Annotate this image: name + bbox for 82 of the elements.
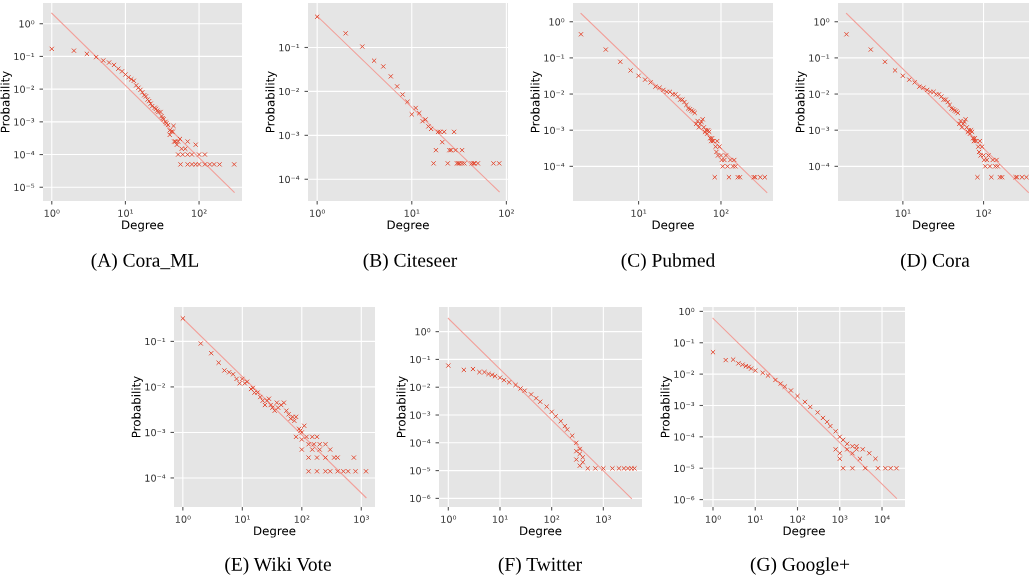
x-tick-label: 10⁰ (705, 515, 721, 523)
y-tick-label: 10⁰ (19, 20, 35, 28)
y-axis-title: Probability (795, 71, 807, 133)
y-axis-title: Probability (265, 71, 277, 133)
y-tick-label: 10⁻⁴ (544, 162, 565, 171)
x-axis-title: Degree (520, 526, 562, 538)
x-tick-label: 10¹ (492, 515, 508, 523)
text: (B) Citeseer (363, 253, 458, 271)
x-axis-title: Degree (122, 220, 164, 232)
y-axis-title: Probability (530, 71, 542, 133)
y-tick-label: 10⁻⁴ (809, 162, 830, 171)
y-tick-label: 10⁻⁵ (674, 464, 695, 473)
x-tick-label: 10³ (832, 515, 848, 523)
y-tick-label: 10⁻¹ (410, 355, 431, 364)
y-tick-label: 10⁻⁵ (410, 467, 431, 475)
x-axis-title: Degree (387, 220, 429, 232)
y-tick-label: 10⁻¹ (674, 339, 695, 347)
x-tick-label: 10⁰ (175, 515, 191, 523)
x-tick-label: 10⁰ (441, 515, 457, 523)
x-tick-label: 10² (294, 515, 310, 523)
text: (D) Cora (901, 253, 970, 271)
text: (A) Cora_ML (91, 253, 199, 271)
x-axis-title: Degree (652, 220, 694, 232)
x-tick-label: 10² (499, 209, 514, 217)
y-tick-label: 10⁰ (549, 18, 565, 26)
x-tick-label: 10¹ (895, 209, 911, 217)
y-tick-label: 10⁻² (809, 90, 830, 98)
text: (G) Google+ (750, 557, 850, 575)
y-tick-label: 10⁻³ (279, 131, 300, 140)
y-axis-title: Probability (131, 376, 143, 438)
x-tick-label: 10¹ (631, 209, 647, 217)
x-tick-label: 10⁴ (874, 515, 890, 523)
text: (F) Twitter (498, 557, 582, 575)
y-tick-label: 10⁻⁴ (145, 474, 166, 482)
y-tick-label: 10⁻² (14, 85, 35, 93)
y-tick-label: 10⁻⁶ (410, 494, 431, 503)
y-tick-label: 10⁻² (674, 370, 695, 378)
text: (E) Wiki Vote (225, 557, 331, 575)
y-tick-label: 10⁻¹ (145, 337, 166, 346)
y-tick-label: 10⁻⁴ (410, 439, 431, 447)
x-tick-label: 10² (976, 209, 992, 217)
y-tick-label: 10⁻¹ (14, 52, 35, 61)
y-tick-label: 10⁻⁴ (14, 151, 35, 159)
y-axis-title: Probability (660, 376, 672, 438)
x-tick-label: 10² (790, 515, 806, 523)
x-tick-label: 10¹ (748, 515, 763, 523)
x-tick-label: 10⁰ (310, 209, 325, 217)
y-axis-title: Probability (0, 71, 12, 133)
x-tick-label: 10³ (354, 515, 369, 523)
y-tick-label: 10⁻¹ (809, 54, 830, 62)
y-tick-label: 10⁻³ (674, 401, 695, 410)
text: (C) Pubmed (621, 253, 716, 271)
x-tick-label: 10⁰ (44, 209, 60, 217)
x-tick-label: 10² (191, 209, 207, 217)
y-tick-label: 10⁻⁵ (14, 183, 35, 192)
y-axis-title: Probability (396, 376, 408, 438)
y-tick-label: 10⁻² (279, 87, 300, 96)
y-tick-label: 10⁻³ (809, 126, 830, 135)
x-tick-label: 10² (544, 515, 560, 523)
y-tick-label: 10⁻³ (410, 411, 431, 419)
y-tick-label: 10⁻² (145, 383, 166, 391)
y-tick-label: 10⁻⁶ (674, 496, 695, 504)
y-tick-label: 10⁻¹ (279, 43, 300, 52)
x-tick-label: 10² (713, 209, 729, 217)
y-tick-label: 10⁻³ (145, 428, 166, 437)
y-tick-label: 10⁻⁴ (279, 175, 300, 184)
x-axis-title: Degree (254, 526, 296, 538)
x-tick-label: 10³ (596, 515, 611, 523)
x-tick-label: 10¹ (404, 209, 420, 217)
x-tick-label: 10¹ (118, 209, 134, 217)
y-tick-label: 10⁻³ (14, 118, 35, 126)
y-tick-label: 10⁻² (410, 383, 431, 392)
y-tick-label: 10⁻² (544, 90, 565, 98)
y-tick-label: 10⁻³ (544, 126, 565, 135)
y-tick-label: 10⁰ (415, 328, 431, 336)
x-tick-label: 10¹ (235, 515, 250, 523)
y-tick-label: 10⁰ (814, 18, 830, 26)
x-axis-title: Degree (783, 526, 825, 538)
x-axis-title: Degree (913, 220, 955, 232)
y-tick-label: 10⁰ (679, 307, 695, 316)
y-tick-label: 10⁻⁴ (674, 433, 695, 441)
y-tick-label: 10⁻¹ (544, 54, 565, 62)
